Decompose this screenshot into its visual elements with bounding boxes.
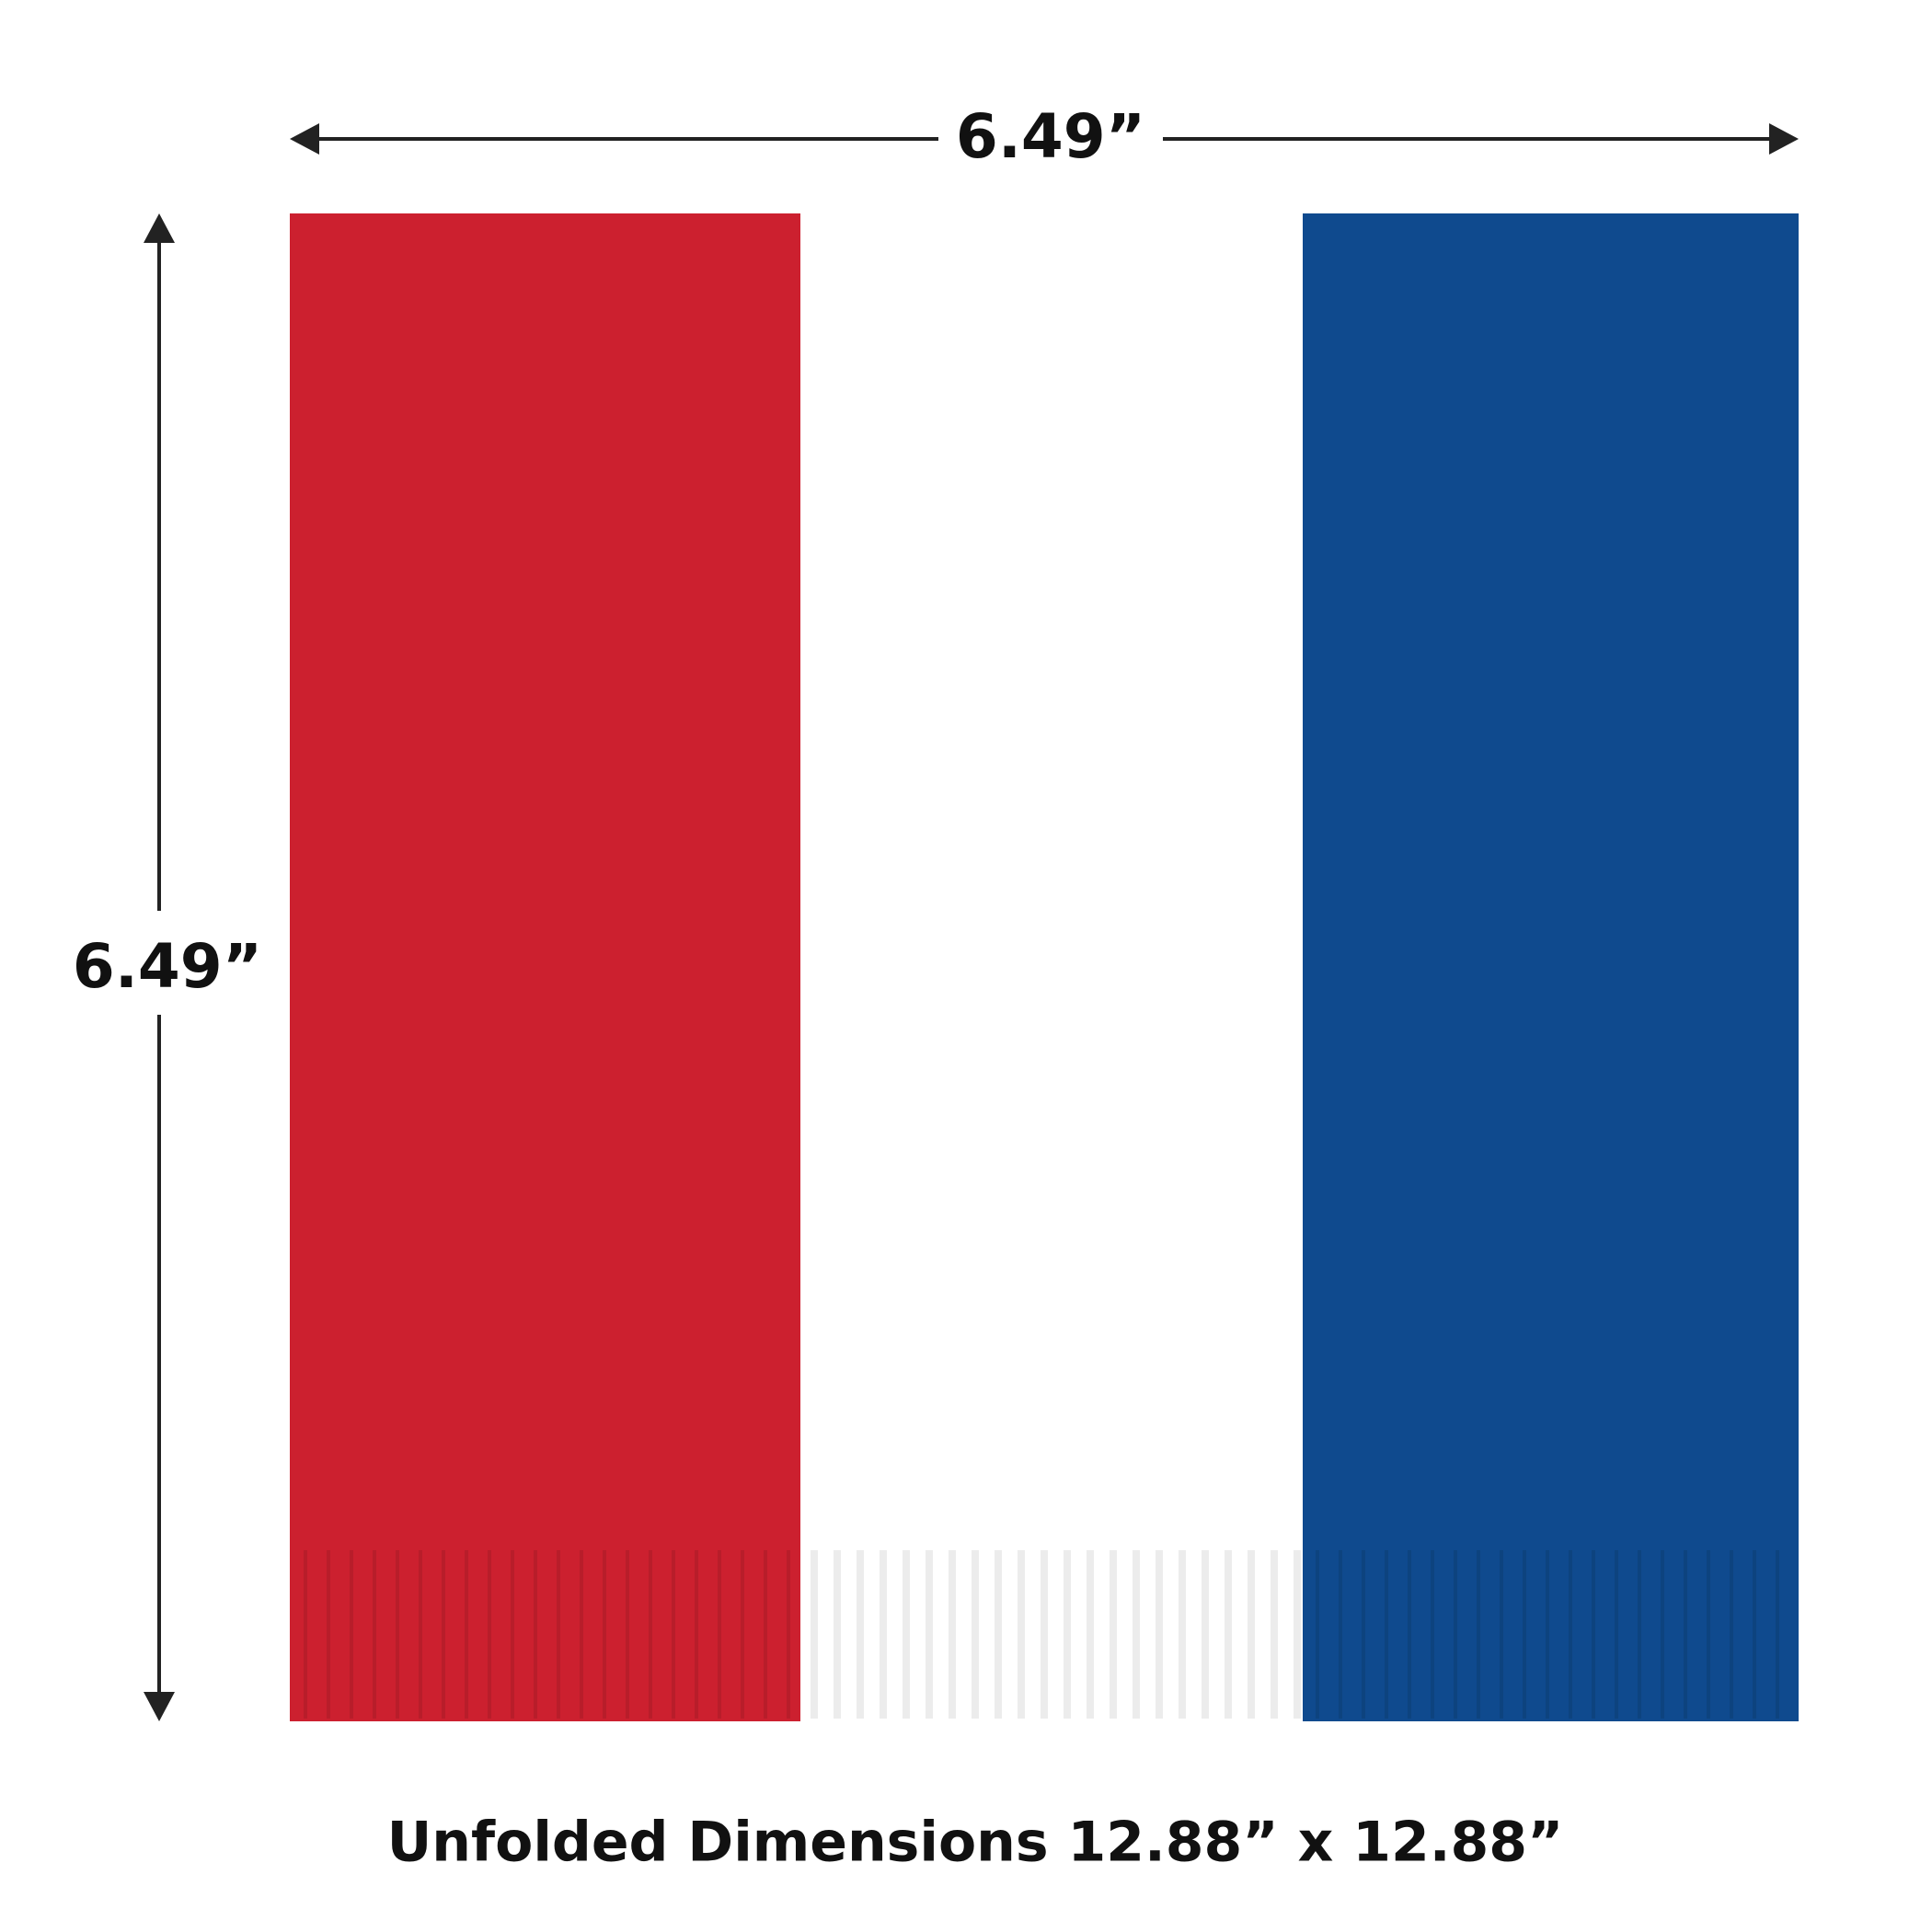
- arrowhead: [144, 1692, 175, 1721]
- width-label: 6.49”: [956, 101, 1145, 172]
- blue-panel: [1303, 213, 1799, 1721]
- fringe: [1303, 1550, 1799, 1719]
- white-panel: [800, 213, 1303, 1721]
- caption: Unfolded Dimensions 12.88” x 12.88”: [387, 1811, 1564, 1875]
- height-label: 6.49”: [73, 931, 262, 1002]
- fringe: [800, 1550, 1303, 1719]
- arrowhead: [1769, 123, 1799, 155]
- fringe: [290, 1550, 800, 1719]
- arrowhead: [144, 213, 175, 243]
- arrowhead: [290, 123, 319, 155]
- red-panel: [290, 213, 800, 1721]
